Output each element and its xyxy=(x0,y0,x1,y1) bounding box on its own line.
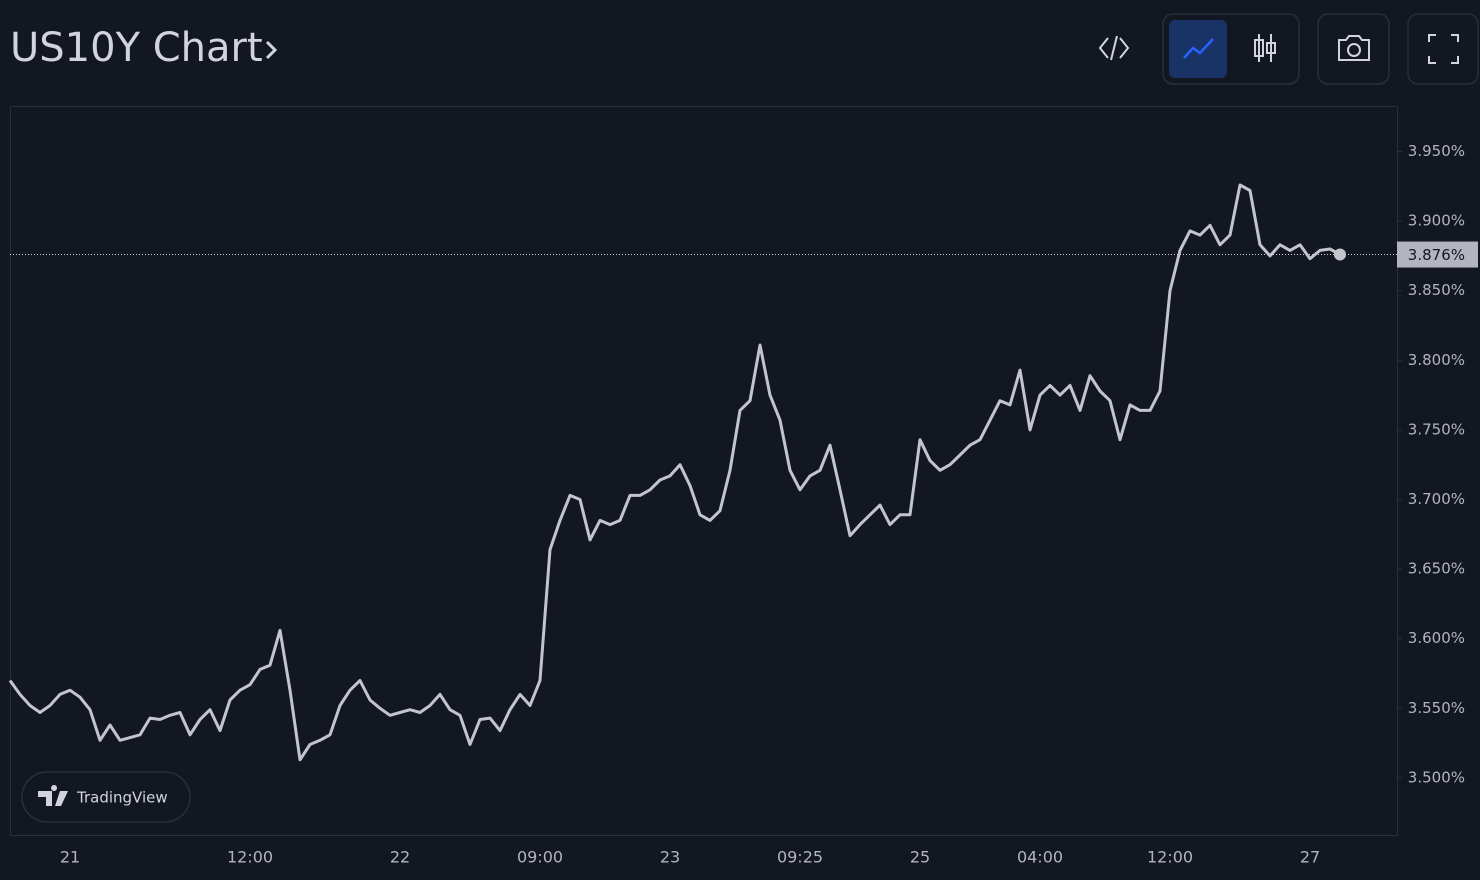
chart-title: US10Y Chart xyxy=(10,25,263,71)
camera-lens xyxy=(1347,43,1361,57)
screenshot-button[interactable] xyxy=(1317,13,1390,85)
x-tick-label: 23 xyxy=(660,848,680,867)
x-tick-label: 27 xyxy=(1300,848,1320,867)
y-tick-label: 3.500% xyxy=(1408,768,1465,786)
brand-logo xyxy=(38,785,68,806)
fullscreen-button[interactable] xyxy=(1407,13,1479,85)
y-tick-label: 3.600% xyxy=(1408,629,1465,647)
plot: 3.500% 3.550% 3.600% 3.650% 3.700% 3.750% 3.80… xyxy=(8,142,1478,867)
brand-name: TradingView xyxy=(76,789,168,807)
line-style-button[interactable] xyxy=(1169,20,1227,78)
active-button-bg xyxy=(1169,20,1227,78)
y-tick-label: 3.650% xyxy=(1408,560,1465,578)
y-tick-label: 3.750% xyxy=(1408,420,1465,438)
y-tick-label: 3.800% xyxy=(1408,351,1465,369)
y-tick-label: 3.850% xyxy=(1408,281,1465,299)
candle-wicks xyxy=(1258,34,1272,62)
price-label: 3.876% xyxy=(1408,246,1465,264)
candle-body xyxy=(1254,39,1264,57)
brand-badge[interactable]: TradingView xyxy=(21,771,191,823)
candle-body xyxy=(1266,42,1276,54)
y-tick-label: 3.700% xyxy=(1408,490,1465,508)
x-tick-label: 22 xyxy=(390,848,410,867)
button-frame xyxy=(1317,13,1390,85)
code-icon xyxy=(1098,35,1130,61)
x-tick-label: 04:00 xyxy=(1017,848,1063,867)
x-tick-label: 12:00 xyxy=(227,848,273,867)
price-label-box xyxy=(1397,241,1478,268)
plot-frame xyxy=(10,106,1398,836)
candle-style-button[interactable] xyxy=(1254,34,1276,62)
fullscreen-icon xyxy=(1428,34,1459,64)
badge-frame xyxy=(21,771,191,823)
camera-icon xyxy=(1338,35,1370,61)
y-tick-label: 3.900% xyxy=(1408,212,1465,230)
embed-button[interactable] xyxy=(1098,35,1130,61)
last-point xyxy=(1334,248,1346,261)
x-tick-label: 21 xyxy=(60,848,80,867)
x-tick-label: 09:25 xyxy=(777,848,823,867)
price-line-series xyxy=(8,183,1341,762)
y-tick-label: 3.950% xyxy=(1408,142,1465,160)
line-icon xyxy=(1183,38,1214,59)
x-tick-label: 09:00 xyxy=(517,848,563,867)
button-frame xyxy=(1407,13,1479,85)
x-tick-label: 12:00 xyxy=(1147,848,1193,867)
y-tick-label: 3.550% xyxy=(1408,699,1465,717)
x-tick-label: 25 xyxy=(910,848,930,867)
title-chevron[interactable] xyxy=(265,40,278,60)
